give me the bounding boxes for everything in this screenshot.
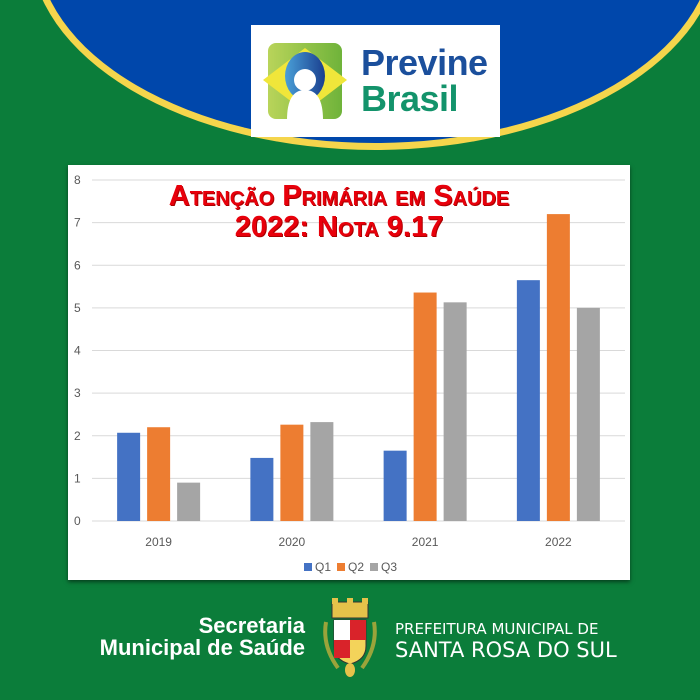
bar-q2-2021 <box>413 292 437 521</box>
x-tick-label: 2022 <box>545 535 572 549</box>
y-tick-label: 5 <box>74 301 81 315</box>
secretaria-line2: Municipal de Saúde <box>99 635 305 660</box>
secretaria-line1: Secretaria <box>198 613 305 638</box>
bar-q1-2020 <box>250 457 274 521</box>
chart-svg: 0 1 2 3 4 5 6 7 8 2019 2020 2021 2022 Q1 Q2 Q3 <box>74 173 625 574</box>
x-tick-label: 2021 <box>412 535 439 549</box>
y-tick-label: 4 <box>74 344 81 358</box>
previne-brasil-logo: Previne Brasil <box>251 25 500 137</box>
y-tick-label: 7 <box>74 216 81 230</box>
y-tick-label: 3 <box>74 386 81 400</box>
y-tick-label: 1 <box>74 471 81 485</box>
bar-q1-2019 <box>117 432 141 521</box>
logo-line2: Brasil <box>361 78 459 119</box>
bar-q2-2020 <box>280 424 304 521</box>
bar-chart: 0 1 2 3 4 5 6 7 8 2019 2020 2021 2022 Q1 Q2 Q3 Atenção … <box>68 165 630 580</box>
bar-q3-2019 <box>177 482 201 521</box>
prefeitura-label: PREFEITURA MUNICIPAL DE SANTA ROSA DO SU… <box>395 620 617 662</box>
y-tick-label: 0 <box>74 514 81 528</box>
chart-subtitle: 2022: Nota 9.17 <box>234 211 444 243</box>
prefeitura-line2: SANTA ROSA DO SUL <box>395 638 617 662</box>
previne-logo-icon <box>263 43 347 120</box>
legend-label: Q1 <box>315 560 331 574</box>
bar-q1-2022 <box>516 280 540 521</box>
prefeitura-line1: PREFEITURA MUNICIPAL DE <box>395 620 599 638</box>
legend-label: Q3 <box>381 560 397 574</box>
x-tick-label: 2020 <box>279 535 306 549</box>
y-tick-label: 8 <box>74 173 81 187</box>
bar-q1-2021 <box>383 450 407 521</box>
bar-q3-2021 <box>443 302 467 521</box>
y-tick-label: 6 <box>74 258 81 272</box>
municipal-crest-icon <box>323 598 377 677</box>
legend-label: Q2 <box>348 560 364 574</box>
legend-swatch-q2 <box>337 563 345 571</box>
bar-q2-2019 <box>147 427 171 521</box>
x-tick-label: 2019 <box>145 535 172 549</box>
legend-swatch-q3 <box>370 563 378 571</box>
legend-swatch-q1 <box>304 563 312 571</box>
y-tick-label: 2 <box>74 429 81 443</box>
chart-title: Atenção Primária em Saúde <box>168 180 510 212</box>
secretaria-label: Secretaria Municipal de Saúde <box>100 615 305 659</box>
bar-q2-2022 <box>546 214 570 521</box>
bar-q3-2022 <box>576 307 600 521</box>
logo-line1: Previne <box>361 42 488 83</box>
bar-q3-2020 <box>310 422 334 521</box>
